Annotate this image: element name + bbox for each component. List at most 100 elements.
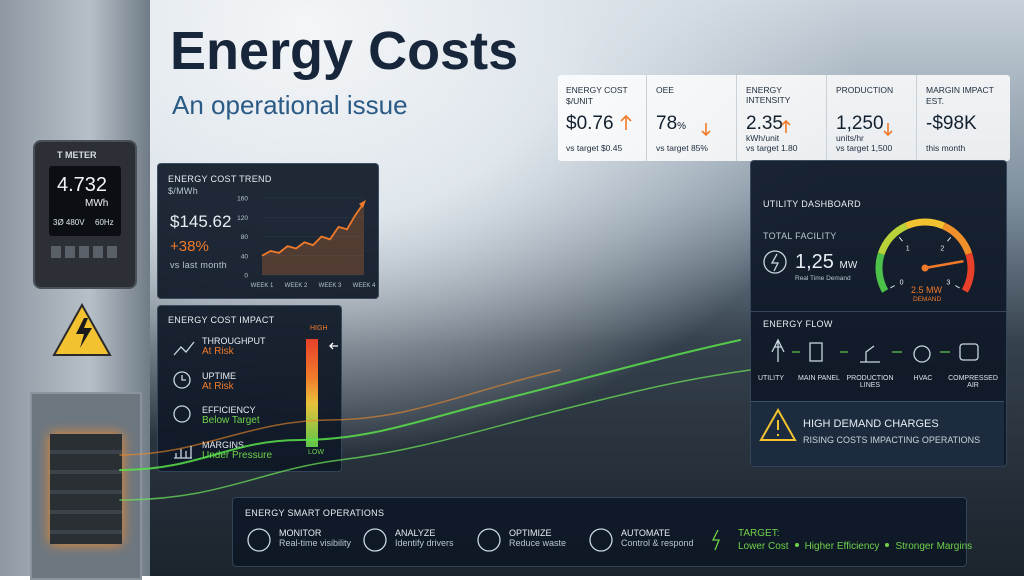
meter-screen: 4.732 MWh 3Ø 480V 60Hz: [49, 166, 121, 236]
kpi-note: this month: [926, 143, 966, 153]
alert-message: RISING COSTS IMPACTING OPERATIONS: [803, 435, 981, 445]
impact-status: Under Pressure: [202, 450, 273, 461]
impact-label: EFFICIENCY: [202, 405, 256, 415]
demand-value: 1,25 MW: [795, 251, 857, 274]
step-label: ANALYZE: [395, 528, 436, 538]
impact-item: THROUGHPUT At Risk: [202, 336, 266, 357]
impact-panel: ENERGY COST IMPACT THROUGHPUT At Risk UPT…: [157, 305, 342, 472]
kpi-note: vs target 1,500: [836, 143, 893, 153]
trend-value: $145.62: [170, 212, 232, 231]
kpi-unit: units/hr: [836, 133, 864, 143]
target-label: TARGET:: [738, 528, 780, 539]
meter: T METER 4.732 MWh 3Ø 480V 60Hz: [33, 140, 137, 289]
impact-item: MARGINS Under Pressure: [202, 440, 272, 461]
meter-frequency: 60Hz: [95, 218, 114, 227]
alert-box: HIGH DEMAND CHARGES RISING COSTS IMPACTI…: [751, 401, 1004, 466]
kpi: PRODUCTION 1,250 units/hr vs target 1,50…: [828, 75, 917, 161]
kpi-strip: ENERGY COST $/UNIT $0.76 vs target $0.45…: [558, 75, 1010, 161]
kpi-unit: kWh/unit: [746, 133, 780, 143]
impact-item: UPTIME At Risk: [202, 371, 236, 392]
kpi-value: 2.35: [746, 113, 783, 134]
trend-unit: $/MWh: [168, 186, 199, 196]
kpi-sublabel: $/UNIT: [566, 96, 593, 106]
kpi-note: vs target 85%: [656, 143, 708, 153]
subtitle: An operational issue: [172, 90, 408, 120]
kpi-value: $0.76: [566, 113, 614, 134]
kpi-label: ENERGY INTENSITY: [746, 85, 791, 105]
kpi-value: 78%: [656, 113, 686, 135]
step-label: MONITOR: [279, 528, 322, 538]
trend-change: +38%: [170, 238, 209, 255]
flow-node: COMPRESSED AIR: [948, 375, 998, 389]
alert-title: HIGH DEMAND CHARGES: [803, 418, 939, 430]
gauge-value-label: 2.5 MW: [911, 285, 943, 295]
step-label: OPTIMIZE: [509, 528, 552, 538]
kpi-note: vs target $0.45: [566, 143, 623, 153]
bullet: [794, 543, 799, 547]
trend-panel: ENERGY COST TREND $/MWh $145.62 +38% vs …: [157, 163, 379, 299]
flow-node: PRODUCTION LINES: [846, 375, 894, 389]
kpi-value: 1,250: [836, 113, 884, 134]
impact-high: HIGH: [310, 325, 328, 332]
step-detail: Identify drivers: [395, 538, 454, 548]
operations-title: ENERGY SMART OPERATIONS: [245, 508, 385, 518]
impact-label: THROUGHPUT: [202, 336, 266, 346]
operations-bar: ENERGY SMART OPERATIONS MONITOR Real-time…: [232, 497, 972, 567]
target: Lower Cost: [738, 541, 789, 552]
step: MONITOR Real-time visibility: [279, 528, 351, 548]
kpi-label: MARGIN IMPACT: [926, 85, 994, 95]
flow-node: UTILITY: [757, 375, 785, 382]
target: Higher Efficiency: [804, 541, 880, 552]
gauge-caption: DEMAND: [913, 296, 942, 303]
impact-item: EFFICIENCY Below Target: [202, 405, 260, 426]
step-detail: Reduce waste: [509, 538, 567, 548]
flow-node: HVAC: [913, 375, 933, 382]
kpi: MARGIN IMPACT EST. -$98K this month: [918, 75, 1006, 161]
kpi-label: PRODUCTION: [836, 85, 894, 95]
kpi-note: vs target 1.80: [746, 143, 798, 153]
kpi-sublabel: EST.: [926, 96, 944, 106]
meter-unit: MWh: [85, 198, 109, 209]
step: OPTIMIZE Reduce waste: [509, 528, 566, 548]
impact-status: At Risk: [202, 381, 234, 392]
impact-low: LOW: [308, 449, 324, 456]
utility-title: UTILITY DASHBOARD: [763, 199, 861, 209]
electrical-panel: [30, 392, 142, 580]
flow-title: ENERGY FLOW: [763, 319, 833, 329]
step-detail: Real-time visibility: [279, 538, 352, 548]
demand-caption: Real Time Demand: [795, 275, 851, 282]
kpi: ENERGY COST $/UNIT $0.76 vs target $0.45: [558, 75, 647, 161]
step-detail: Control & respond: [621, 538, 694, 548]
divider: [751, 311, 1006, 312]
impact-title: ENERGY COST IMPACT: [168, 315, 275, 325]
impact-status: At Risk: [202, 346, 234, 357]
kpi: ENERGY INTENSITY 2.35 kWh/unit vs target…: [738, 75, 827, 161]
demand-unit: MW: [839, 260, 858, 271]
step: AUTOMATE Control & respond: [621, 528, 694, 548]
impact-label: MARGINS: [202, 440, 245, 450]
kpi: OEE 78% vs target 85%: [648, 75, 737, 161]
step-label: AUTOMATE: [621, 528, 671, 538]
meter-buttons: [51, 246, 119, 258]
impact-status: Below Target: [202, 415, 260, 426]
kpi-label: ENERGY COST: [566, 85, 628, 95]
breakers: [50, 434, 122, 544]
targets: Lower Cost Higher Efficiency Stronger Marg…: [738, 541, 972, 552]
facility-label: TOTAL FACILITY: [763, 231, 837, 241]
demand-number: 1,25: [795, 251, 834, 273]
trend-note: vs last month: [170, 260, 227, 270]
flow-node: MAIN PANEL: [798, 375, 840, 382]
meter-phase: 3Ø 480V: [53, 218, 85, 227]
meter-brand: T METER: [57, 150, 97, 160]
kpi-unit: %: [677, 121, 687, 132]
trend-title: ENERGY COST TREND: [168, 174, 272, 184]
impact-gauge: [306, 339, 318, 447]
impact-label: UPTIME: [202, 371, 237, 381]
target: Stronger Margins: [895, 541, 973, 552]
kpi-label: OEE: [656, 85, 674, 95]
step: ANALYZE Identify drivers: [395, 528, 454, 548]
kpi-value: -$98K: [926, 113, 977, 134]
meter-reading: 4.732: [57, 174, 108, 196]
kpi-value-number: 78: [656, 113, 678, 134]
